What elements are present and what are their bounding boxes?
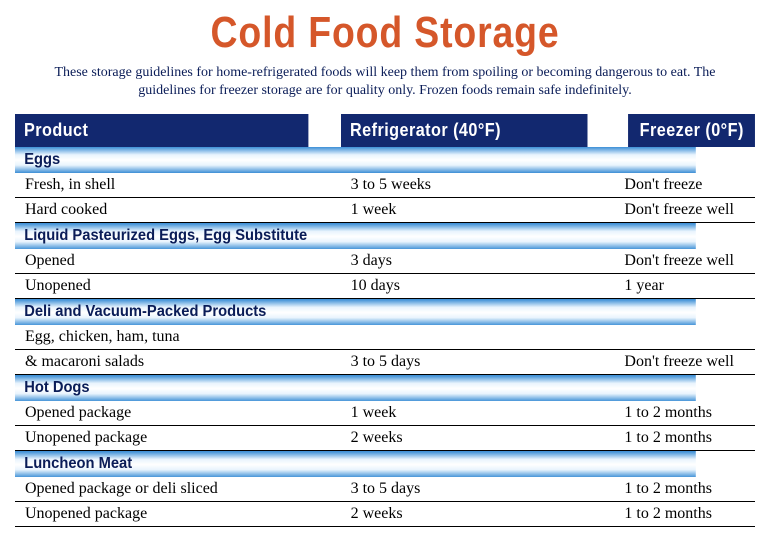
cell-product: Opened package xyxy=(15,401,341,426)
table-row: Opened package1 week1 to 2 months xyxy=(15,401,755,426)
table-row: Opened package or deli sliced3 to 5 days… xyxy=(15,477,755,502)
page-title: Cold Food Storage xyxy=(58,8,713,58)
cell-fridge: 3 to 5 weeks xyxy=(341,173,615,198)
table-row: Egg, chicken, ham, tuna xyxy=(15,325,755,350)
cell-freezer: 1 to 2 months xyxy=(614,477,755,502)
cell-product: Opened package or deli sliced xyxy=(15,477,341,502)
cell-freezer: Don't freeze well xyxy=(614,350,755,375)
col-product: Product xyxy=(15,114,308,147)
cell-fridge: 3 days xyxy=(341,249,615,274)
category-row: Hot Dogs xyxy=(15,375,755,402)
cell-product: Hard cooked xyxy=(15,198,341,223)
cell-freezer: Don't freeze xyxy=(614,173,755,198)
cell-freezer: 1 to 2 months xyxy=(614,502,755,527)
cell-fridge: 3 to 5 days xyxy=(341,350,615,375)
cell-fridge: 3 to 5 days xyxy=(341,477,615,502)
category-label: Luncheon Meat xyxy=(15,451,696,478)
cell-freezer: 1 to 2 months xyxy=(614,401,755,426)
cell-product: Fresh, in shell xyxy=(15,173,341,198)
table-row: Unopened package2 weeks1 to 2 months xyxy=(15,502,755,527)
table-body: EggsFresh, in shell3 to 5 weeksDon't fre… xyxy=(15,147,755,527)
cell-product: Unopened package xyxy=(15,426,341,451)
cell-product: Opened xyxy=(15,249,341,274)
cell-freezer: Don't freeze well xyxy=(614,198,755,223)
cell-fridge: 1 week xyxy=(341,198,615,223)
category-row: Liquid Pasteurized Eggs, Egg Substitute xyxy=(15,223,755,250)
category-label: Eggs xyxy=(15,147,696,173)
storage-table: Product Refrigerator (40°F) Freezer (0°F… xyxy=(15,114,755,527)
category-label: Hot Dogs xyxy=(15,375,696,402)
cell-product: Egg, chicken, ham, tuna xyxy=(15,325,341,350)
table-row: Hard cooked1 weekDon't freeze well xyxy=(15,198,755,223)
category-label: Liquid Pasteurized Eggs, Egg Substitute xyxy=(15,223,696,250)
cell-freezer: 1 to 2 months xyxy=(614,426,755,451)
col-freezer: Freezer (0°F) xyxy=(628,114,755,147)
table-row: Fresh, in shell3 to 5 weeksDon't freeze xyxy=(15,173,755,198)
cell-fridge: 10 days xyxy=(341,274,615,299)
cell-product: Unopened xyxy=(15,274,341,299)
cell-fridge: 1 week xyxy=(341,401,615,426)
table-header-row: Product Refrigerator (40°F) Freezer (0°F… xyxy=(15,114,755,147)
table-row: & macaroni salads3 to 5 daysDon't freeze… xyxy=(15,350,755,375)
table-row: Opened3 daysDon't freeze well xyxy=(15,249,755,274)
cell-fridge: 2 weeks xyxy=(341,426,615,451)
table-row: Unopened package2 weeks1 to 2 months xyxy=(15,426,755,451)
cell-fridge: 2 weeks xyxy=(341,502,615,527)
cell-freezer: Don't freeze well xyxy=(614,249,755,274)
category-row: Deli and Vacuum-Packed Products xyxy=(15,299,755,326)
col-refrigerator: Refrigerator (40°F) xyxy=(341,114,587,147)
cell-product: & macaroni salads xyxy=(15,350,341,375)
cell-freezer: 1 year xyxy=(614,274,755,299)
category-row: Eggs xyxy=(15,147,755,173)
cell-freezer xyxy=(614,325,755,350)
cell-fridge xyxy=(341,325,615,350)
page-subtitle: These storage guidelines for home-refrig… xyxy=(30,64,740,100)
cell-product: Unopened package xyxy=(15,502,341,527)
category-row: Luncheon Meat xyxy=(15,451,755,478)
category-label: Deli and Vacuum-Packed Products xyxy=(15,299,696,326)
table-row: Unopened10 days1 year xyxy=(15,274,755,299)
